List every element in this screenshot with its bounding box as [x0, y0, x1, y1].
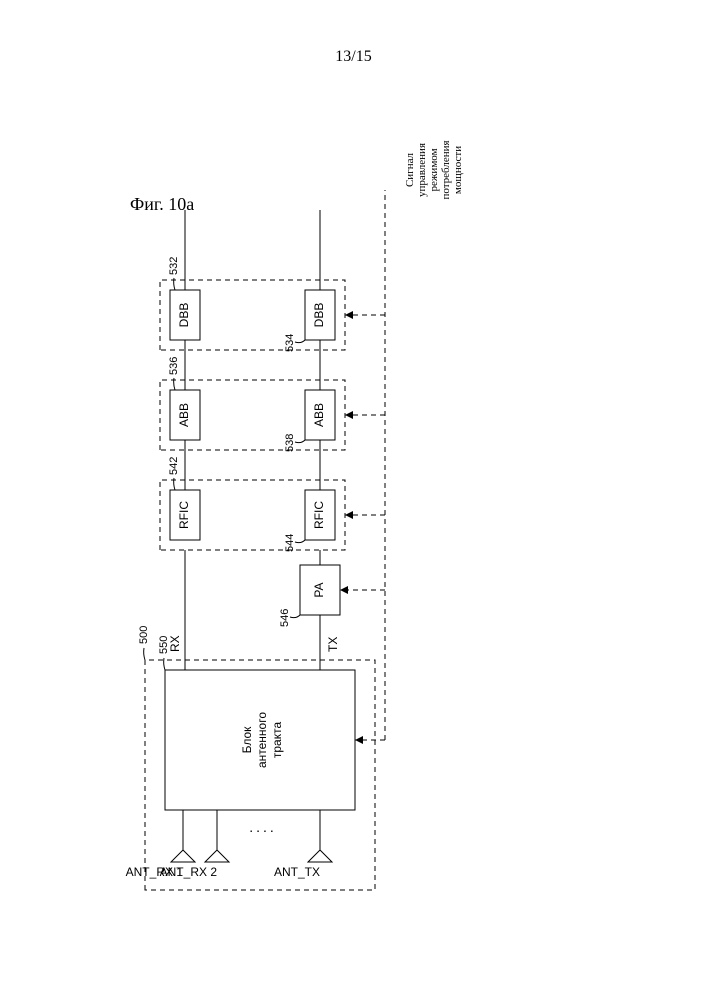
ref-542: 542	[168, 457, 180, 475]
ctrl-to-rfic-arrow	[345, 511, 353, 519]
ref-538: 538	[284, 434, 296, 452]
rx-label: RX	[168, 635, 182, 652]
ref-534-leader	[295, 340, 305, 343]
antenna-dots: ....	[249, 819, 277, 835]
ref-532: 532	[168, 257, 180, 275]
ref-500-leader	[144, 648, 145, 660]
ctrl-to-pa-arrow	[340, 586, 348, 594]
control-label-1: Сигнал	[404, 152, 416, 187]
ref-550-leader	[164, 658, 165, 670]
dbb-rx-label: DBB	[177, 303, 191, 328]
ref-536: 536	[168, 357, 180, 375]
ant-rx2-icon	[205, 850, 229, 862]
antenna-unit-label-1: Блок	[240, 726, 254, 754]
control-label-4: потребления	[440, 140, 452, 199]
rfic-rx-label: RFIC	[177, 501, 191, 529]
ref-544-leader	[295, 540, 305, 543]
antenna-unit-label-3: тракта	[270, 722, 284, 759]
ref-546-leader	[290, 615, 300, 618]
ref-544: 544	[284, 534, 296, 552]
rfic-tx-label: RFIC	[312, 501, 326, 529]
ant-tx-label: ANT_TX	[274, 865, 320, 879]
ant-rx1-icon	[171, 850, 195, 862]
ref-500: 500	[138, 626, 150, 644]
ref-538-leader	[295, 440, 305, 443]
pa-label: PA	[312, 582, 326, 597]
ant-rx2-label: ANT_RX 2	[160, 865, 218, 879]
tx-label: TX	[326, 637, 340, 652]
control-label-5: мощности	[452, 146, 464, 194]
ref-534: 534	[284, 334, 296, 352]
control-label-2: управления	[416, 143, 428, 197]
ctrl-to-abb-arrow	[345, 411, 353, 419]
dbb-tx-label: DBB	[312, 303, 326, 328]
ctrl-to-dbb-arrow	[345, 311, 353, 319]
ref-546: 546	[279, 609, 291, 627]
diagram-canvas: 500 Блок антенного тракта 550 ANT_RX 1 A…	[0, 0, 707, 1000]
ant-tx-icon	[308, 850, 332, 862]
ctrl-to-antenna-arrow	[355, 736, 363, 744]
antenna-unit-label-2: антенного	[255, 712, 269, 768]
abb-rx-label: ABB	[177, 403, 191, 427]
abb-tx-label: ABB	[312, 403, 326, 427]
control-label-3: режимом	[428, 148, 440, 191]
